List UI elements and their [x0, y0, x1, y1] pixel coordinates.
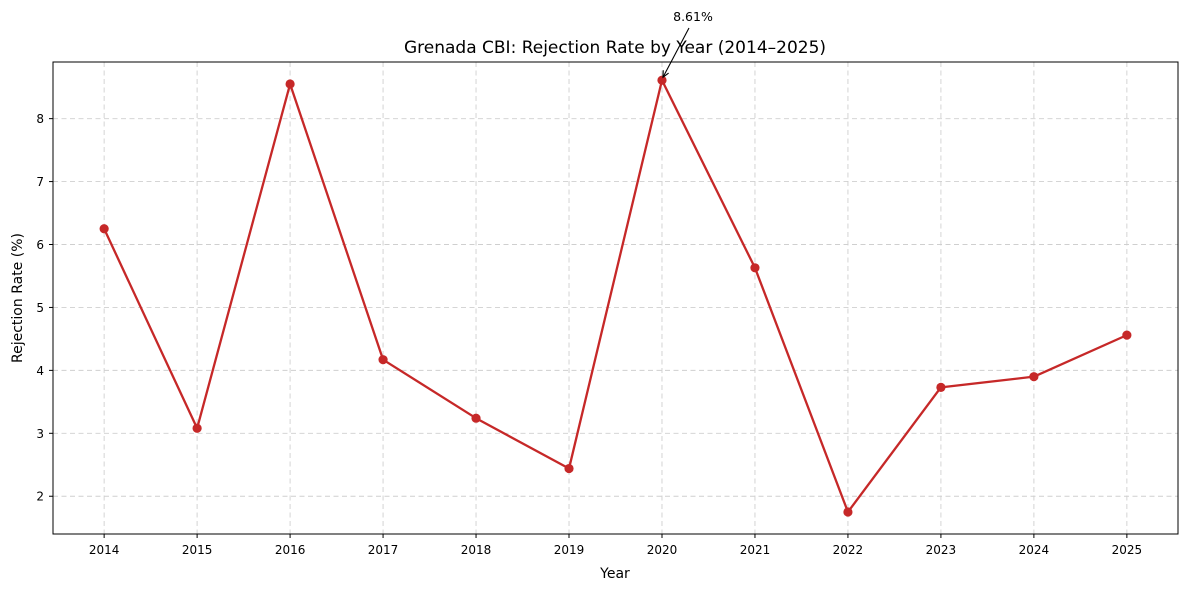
- data-point: [564, 463, 574, 474]
- x-axis-title: Year: [599, 566, 630, 582]
- data-point: [192, 423, 202, 433]
- x-tick-label: 2021: [740, 543, 771, 557]
- annotation-arrow: [662, 27, 690, 78]
- x-tick-label: 2018: [461, 543, 492, 557]
- y-tick-label: 6: [36, 238, 44, 252]
- y-tick-label: 3: [36, 427, 44, 441]
- data-point: [1029, 372, 1039, 382]
- y-axis-title: Rejection Rate (%): [10, 233, 26, 363]
- data-point: [378, 355, 388, 365]
- x-axis-ticks: 2014 2015 2016 2017 2018 2019 2020 2021 2022 2023…: [89, 534, 1142, 557]
- data-point: [936, 382, 946, 392]
- chart-title: Grenada CBI: Rejection Rate by Year (201…: [404, 38, 826, 58]
- y-tick-label: 4: [36, 364, 44, 378]
- annotation-label: 8.61%: [673, 9, 713, 24]
- y-tick-label: 2: [36, 490, 44, 504]
- data-point: [843, 507, 853, 517]
- data-point: [750, 263, 760, 273]
- x-tick-label: 2016: [275, 543, 306, 557]
- x-tick-label: 2022: [833, 543, 864, 557]
- x-tick-label: 2015: [182, 543, 213, 557]
- x-tick-label: 2023: [926, 543, 957, 557]
- x-tick-label: 2025: [1112, 543, 1143, 557]
- series-line: [103, 79, 1128, 514]
- data-point: [657, 75, 667, 85]
- series-layer: [99, 75, 1132, 517]
- grid-lines: [53, 62, 1178, 534]
- data-point: [285, 79, 295, 89]
- y-tick-label: 7: [36, 175, 44, 189]
- data-point: [1122, 330, 1132, 340]
- y-tick-label: 5: [36, 301, 44, 315]
- y-tick-label: 8: [36, 112, 44, 126]
- x-tick-label: 2017: [368, 543, 399, 557]
- annotation-layer: 8.61%: [662, 9, 713, 79]
- annotation-arrowhead: [662, 70, 669, 79]
- x-tick-label: 2024: [1019, 543, 1050, 557]
- x-tick-label: 2019: [554, 543, 585, 557]
- plot-area-frame: [52, 61, 1179, 535]
- data-point: [99, 224, 109, 234]
- x-tick-label: 2014: [89, 543, 120, 557]
- y-axis-ticks: 2 3 4 5 6 7 8: [36, 112, 53, 504]
- data-point: [471, 413, 481, 423]
- x-tick-label: 2020: [647, 543, 678, 557]
